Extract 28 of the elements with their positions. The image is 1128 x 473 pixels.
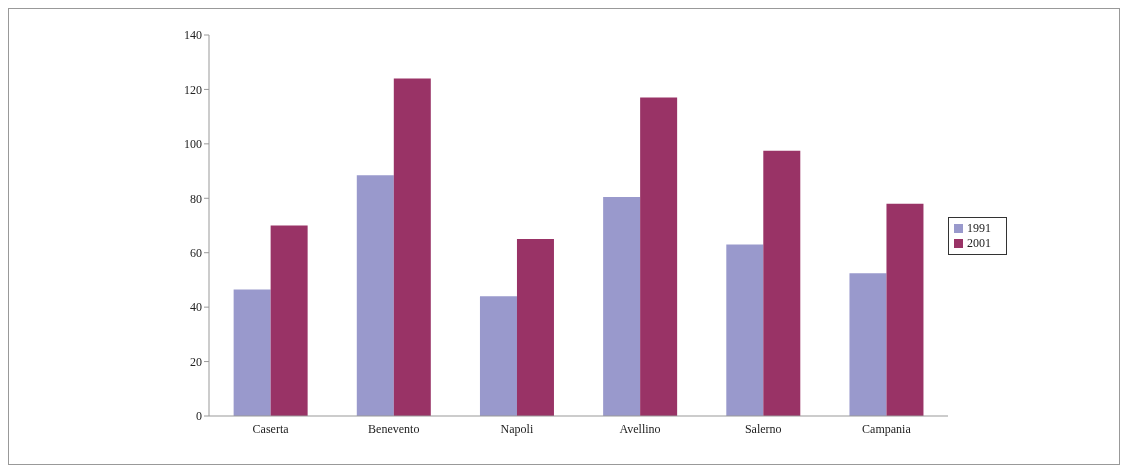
x-tick-label: Napoli [500,421,534,436]
bar [516,239,554,416]
bar [233,289,271,416]
bar [270,225,308,416]
y-tick-label: 20 [190,354,202,369]
y-tick-label: 100 [184,137,202,152]
bar [763,150,801,416]
bar [640,97,678,416]
bar [479,296,517,416]
bar [603,196,641,416]
x-tick-label: Campania [862,421,912,436]
y-tick-label: 60 [190,245,202,260]
y-tick-label: 80 [190,191,202,206]
bar [393,78,431,416]
legend-label: 2001 [967,235,991,250]
y-tick-label: 140 [184,28,202,43]
bar [849,273,887,416]
y-tick-label: 120 [184,82,202,97]
y-tick-label: 0 [196,409,202,424]
y-tick-label: 40 [190,300,202,315]
bar [726,244,764,416]
x-tick-label: Avellino [619,421,661,436]
x-tick-label: Salerno [744,421,782,436]
x-tick-label: Benevento [368,421,420,436]
x-tick-label: Caserta [252,421,290,436]
bar [886,203,924,416]
legend-label: 1991 [967,220,991,235]
bar [356,175,394,416]
